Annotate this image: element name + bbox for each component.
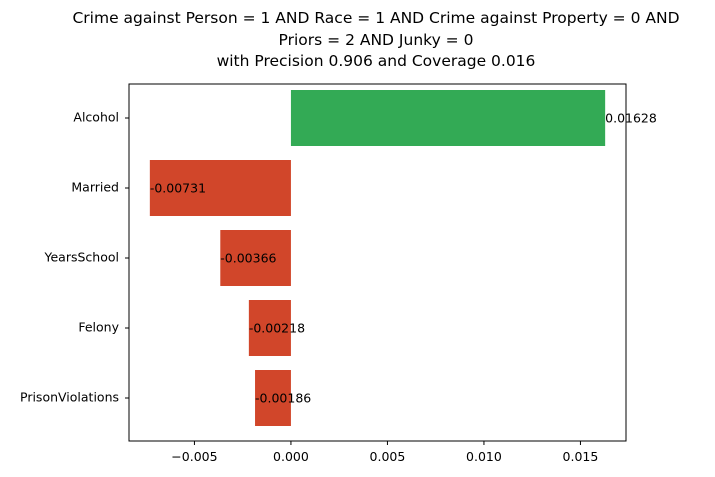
y-axis: Alcohol Married YearsSchool Felony PrisonVio… — [20, 110, 129, 405]
bar-felony — [248, 300, 291, 356]
x-axis: −0.005 0.000 0.005 0.010 0.015 — [171, 441, 598, 464]
chart-title-line-3: with Precision 0.906 and Coverage 0.016 — [217, 52, 536, 70]
bar-value-label-prisonviolations: -0.00186 — [255, 391, 311, 406]
y-tick-label-prisonviolations: PrisonViolations — [20, 390, 119, 405]
y-tick-label-married: Married — [71, 180, 119, 195]
bars — [149, 90, 606, 426]
bar-value-label-alcohol: 0.01628 — [605, 111, 657, 126]
chart-title-line-1: Crime against Person = 1 AND Race = 1 AN… — [72, 9, 679, 27]
plot-area-frame — [128, 83, 627, 442]
y-tick-label-felony: Felony — [78, 320, 119, 335]
x-tick-label: 0.015 — [563, 449, 599, 464]
chart-title: Crime against Person = 1 AND Race = 1 AN… — [72, 9, 679, 70]
x-tick-label: 0.005 — [370, 449, 406, 464]
y-tick-label-alcohol: Alcohol — [73, 110, 119, 125]
x-tick-label: −0.005 — [171, 449, 217, 464]
bar-value-label-yearsschool: -0.00366 — [220, 251, 276, 266]
bar-prisonviolations — [255, 370, 291, 426]
y-tick-label-yearsschool: YearsSchool — [44, 250, 119, 265]
chart-title-line-2: Priors = 2 AND Junky = 0 — [279, 31, 474, 49]
bar-alcohol — [290, 90, 606, 146]
bar-value-labels: 0.01628 -0.00731 -0.00366 -0.00218 -0.00186 — [150, 111, 657, 406]
x-tick-label: 0.010 — [466, 449, 502, 464]
x-tick-label: 0.000 — [273, 449, 309, 464]
bar-value-label-felony: -0.00218 — [249, 321, 305, 336]
bar-married — [149, 160, 291, 216]
bar-value-label-married: -0.00731 — [150, 181, 206, 196]
bar-yearsschool — [220, 230, 291, 286]
